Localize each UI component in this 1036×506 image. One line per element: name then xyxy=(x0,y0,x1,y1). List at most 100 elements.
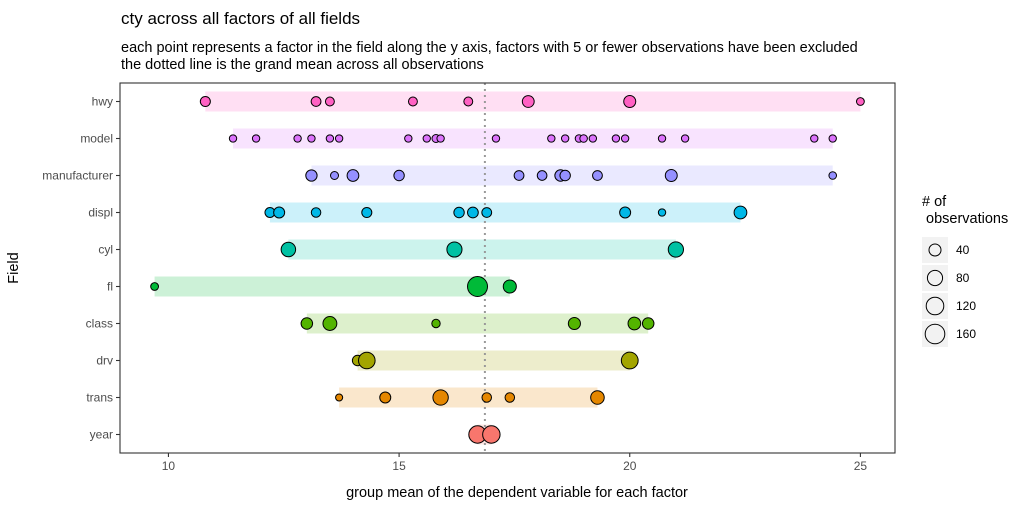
range-band-class xyxy=(306,313,649,334)
y-tick-label-year: year xyxy=(90,428,113,442)
point-cyl-2 xyxy=(667,241,684,258)
x-tick-label-20: 20 xyxy=(623,459,637,473)
point-model-12 xyxy=(560,134,570,143)
point-model-4 xyxy=(325,134,335,143)
point-cyl-1 xyxy=(446,241,463,258)
point-fl-1 xyxy=(467,276,489,297)
x-axis-title: group mean of the dependent variable for… xyxy=(346,485,688,501)
point-model-6 xyxy=(404,134,413,143)
y-tick-label-model: model xyxy=(80,132,113,146)
y-tick-label-hwy: hwy xyxy=(92,95,113,109)
range-band-model xyxy=(233,128,833,149)
size-legend: # of observations 40 80 120 160 xyxy=(922,194,1008,347)
legend-key-bg-80 xyxy=(922,265,948,291)
point-model-17 xyxy=(620,134,630,143)
point-model-19 xyxy=(680,134,690,143)
point-trans-5 xyxy=(590,390,605,405)
legend-key-bg-40 xyxy=(922,237,948,263)
y-tick-label-drv: drv xyxy=(96,354,113,368)
point-model-3 xyxy=(307,134,316,143)
point-trans-0 xyxy=(335,393,344,402)
chart-subtitle-line2: the dotted line is the grand mean across… xyxy=(121,57,484,73)
y-tick-label-trans: trans xyxy=(86,391,113,405)
legend-label-160: 160 xyxy=(956,327,976,341)
x-tick-label-10: 10 xyxy=(162,459,176,473)
legend-title-line2: observations xyxy=(922,211,1008,227)
x-axis: 10 15 20 25 xyxy=(162,453,868,473)
point-displ-9 xyxy=(733,205,748,220)
point-displ-8 xyxy=(657,208,667,217)
point-model-20 xyxy=(810,134,819,143)
legend-label-80: 80 xyxy=(956,271,970,285)
point-manufacturer-8 xyxy=(592,170,603,181)
point-model-1 xyxy=(251,134,261,143)
point-hwy-7 xyxy=(855,97,865,106)
point-model-2 xyxy=(293,134,302,143)
y-tick-label-fl: fl xyxy=(107,280,113,294)
range-band-displ xyxy=(269,202,741,223)
x-tick-label-25: 25 xyxy=(854,459,868,473)
legend-title-line1: # of xyxy=(922,194,947,210)
point-model-7 xyxy=(422,134,431,143)
y-tick-label-cyl: cyl xyxy=(98,243,113,257)
point-hwy-0 xyxy=(199,95,211,108)
legend-label-40: 40 xyxy=(956,243,970,257)
point-manufacturer-0 xyxy=(305,169,318,182)
range-bands xyxy=(154,91,861,445)
point-displ-6 xyxy=(481,207,493,218)
range-band-drv xyxy=(357,350,630,371)
point-model-0 xyxy=(228,134,238,143)
point-fl-2 xyxy=(502,279,517,294)
point-displ-5 xyxy=(467,206,479,219)
point-hwy-5 xyxy=(521,95,535,108)
point-model-14 xyxy=(579,134,588,143)
point-manufacturer-2 xyxy=(346,169,360,182)
point-manufacturer-1 xyxy=(330,170,340,181)
legend-key-40 xyxy=(928,243,942,257)
point-model-5 xyxy=(334,134,344,143)
point-class-5 xyxy=(641,317,655,330)
point-trans-2 xyxy=(432,389,449,406)
point-model-9 xyxy=(436,134,445,143)
legend-label-120: 120 xyxy=(956,299,976,313)
point-model-21 xyxy=(828,134,837,143)
point-trans-1 xyxy=(379,391,392,404)
x-tick-label-15: 15 xyxy=(392,459,406,473)
range-band-trans xyxy=(339,387,598,408)
legend-key-120 xyxy=(925,296,945,316)
y-tick-label-class: class xyxy=(86,317,113,331)
range-band-cyl xyxy=(288,239,676,260)
point-trans-3 xyxy=(481,392,492,403)
point-class-2 xyxy=(431,318,441,329)
legend-key-bg-160 xyxy=(922,321,948,347)
point-hwy-4 xyxy=(463,96,474,107)
point-model-11 xyxy=(547,134,556,143)
point-class-3 xyxy=(567,316,581,331)
point-displ-7 xyxy=(619,206,632,219)
point-drv-1 xyxy=(357,351,376,370)
y-tick-label-manufacturer: manufacturer xyxy=(42,169,113,183)
point-manufacturer-4 xyxy=(513,170,525,181)
point-displ-1 xyxy=(273,206,286,219)
point-displ-4 xyxy=(453,206,465,219)
point-hwy-3 xyxy=(407,96,418,107)
range-band-fl xyxy=(154,276,510,297)
chart-subtitle-line1: each point represents a factor in the fi… xyxy=(121,40,858,56)
point-model-16 xyxy=(611,134,621,143)
point-drv-2 xyxy=(620,351,639,370)
chart-title: cty across all factors of all fields xyxy=(121,9,360,28)
y-axis: hwy model manufacturer displ cyl fl class drv tr… xyxy=(42,95,120,442)
point-class-1 xyxy=(322,316,338,331)
y-tick-label-displ: displ xyxy=(88,206,113,220)
point-class-4 xyxy=(627,316,642,331)
plot-panel-border xyxy=(119,82,896,454)
legend-key-80 xyxy=(926,269,944,287)
point-class-0 xyxy=(300,317,314,330)
point-hwy-6 xyxy=(623,94,637,109)
point-model-15 xyxy=(588,134,598,143)
data-points xyxy=(150,94,865,444)
legend-key-160 xyxy=(924,323,946,345)
point-displ-2 xyxy=(310,207,322,218)
point-manufacturer-10 xyxy=(828,171,838,180)
